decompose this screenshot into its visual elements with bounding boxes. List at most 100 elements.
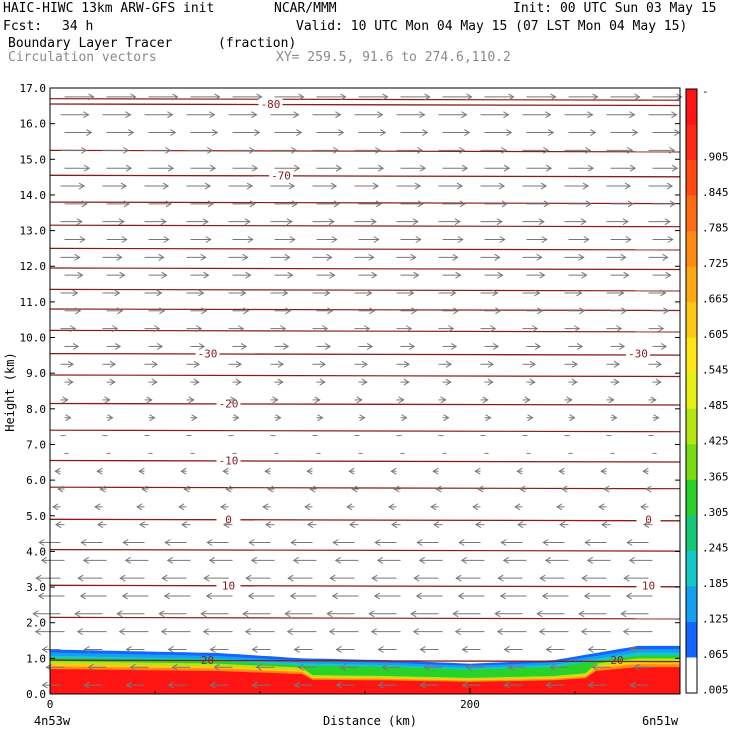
wind-vector [400, 129, 429, 136]
wind-vector [52, 503, 61, 511]
wind-vector [400, 271, 420, 279]
contour-label: -30 [628, 348, 648, 361]
cross-section-coords: XY= 259.5, 91.6 to 274.6,110.2 [276, 50, 511, 65]
wind-vector [270, 182, 296, 190]
wind-vector [186, 289, 205, 297]
valid-time: Valid: 10 UTC Mon 04 May 15 (07 LST Mon … [296, 19, 688, 34]
wind-vector [106, 129, 135, 136]
wind-vector [652, 307, 670, 315]
wind-vector [144, 253, 165, 261]
wind-vector [442, 307, 460, 315]
wind-vector [626, 539, 649, 546]
wind-vector [316, 343, 332, 350]
wind-vector [545, 681, 565, 689]
tracer-band [50, 667, 680, 694]
wind-vector [645, 485, 653, 493]
wind-vector [354, 146, 382, 154]
wind-vector [293, 646, 313, 653]
wind-vector [499, 592, 527, 600]
wind-vector [274, 378, 284, 386]
wind-vector [306, 467, 313, 475]
wind-vector [77, 574, 103, 582]
wind-vector [232, 164, 259, 172]
wind-vector [390, 467, 397, 475]
contour-label: 0 [645, 513, 652, 526]
wind-vector [418, 556, 443, 564]
wind-vector [312, 182, 338, 190]
wind-vector [148, 378, 158, 386]
temperature-contour-line [49, 549, 681, 552]
wind-vector [480, 146, 508, 154]
wind-vector [60, 289, 79, 297]
wind-vector [628, 556, 653, 564]
contour-label: -30 [198, 348, 218, 361]
wind-vector [64, 93, 95, 101]
wind-vector [122, 539, 145, 546]
contour-label: 20 [201, 654, 214, 667]
wind-vector [312, 218, 335, 226]
wind-vector [267, 485, 275, 493]
circulation-vectors [32, 93, 683, 689]
wind-vector [603, 485, 611, 493]
wind-vector [312, 396, 321, 404]
y-tick-label: 13.0 [20, 225, 47, 238]
wind-vector [438, 360, 453, 368]
wind-vector [138, 467, 145, 475]
wind-vector [83, 681, 103, 689]
wind-vector [564, 253, 585, 261]
wind-vector [578, 610, 607, 618]
temperature-contour-line [49, 308, 681, 312]
wind-vector [484, 236, 506, 243]
wind-vector [640, 503, 649, 511]
wind-vector [526, 414, 534, 422]
wind-vector [475, 521, 485, 529]
wind-vector [60, 253, 81, 261]
wind-vector [606, 111, 636, 119]
colorbar-label: .005 [702, 683, 729, 696]
wind-vector [545, 646, 565, 653]
wind-vector [203, 574, 229, 582]
wind-vector [606, 396, 615, 404]
wind-vector [526, 200, 550, 208]
wind-vector [274, 271, 294, 279]
colorbar-swatch [686, 479, 697, 516]
colorbar-swatch [686, 550, 697, 587]
wind-vector [316, 307, 334, 315]
wind-vector [377, 646, 397, 653]
wind-vector [312, 289, 331, 297]
y-tick-label: 4.0 [26, 545, 46, 558]
wind-vector [171, 663, 191, 671]
wind-vector [270, 111, 300, 119]
wind-vector [232, 200, 256, 208]
wind-vector [119, 574, 145, 582]
wind-vector [484, 93, 515, 101]
wind-vector [228, 360, 243, 368]
temperature-contour-line [49, 584, 681, 588]
wind-vector [606, 253, 627, 261]
wind-vector [139, 521, 149, 529]
wind-vector [503, 681, 523, 689]
wind-vector [652, 236, 674, 243]
wind-vector [648, 111, 678, 119]
wind-vector [148, 93, 179, 101]
y-tick-label: 6.0 [26, 474, 46, 487]
wind-vector [41, 681, 61, 689]
wind-vector [652, 200, 676, 208]
wind-vector [286, 628, 317, 636]
wind-vector [274, 93, 305, 101]
temperature-contour-line [49, 103, 681, 107]
wind-vector [82, 556, 107, 564]
wind-vector [144, 182, 170, 190]
field-units: (fraction) [218, 36, 297, 51]
wind-vector [158, 610, 187, 618]
wind-vector [274, 200, 298, 208]
wind-vector [396, 289, 415, 297]
wind-vector [419, 646, 439, 653]
wind-vector [64, 271, 84, 279]
wind-vector [526, 236, 548, 243]
wind-vector [358, 164, 385, 172]
wind-vector [606, 218, 629, 226]
wind-vector [516, 467, 523, 475]
wind-vector [316, 378, 326, 386]
colorbar-label: .245 [702, 541, 729, 554]
